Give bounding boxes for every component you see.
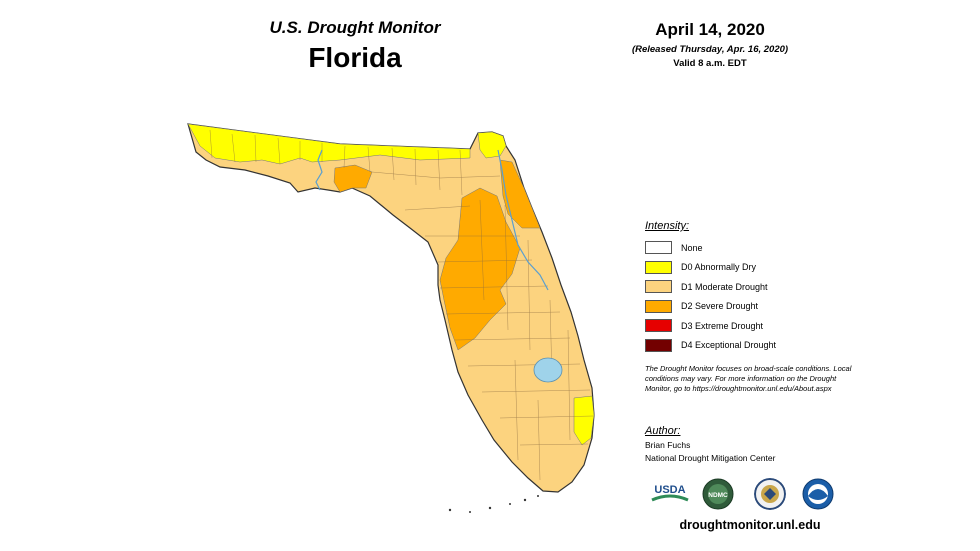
partner-logos: USDA NDMC <box>650 478 840 512</box>
author-block: Author: Brian Fuchs National Drought Mit… <box>645 425 855 463</box>
map-title: Florida <box>308 42 402 73</box>
florida-drought-map <box>187 123 595 513</box>
d0-region-panhandle <box>187 123 471 165</box>
legend-swatch-d1 <box>645 280 672 294</box>
noaa-logo <box>802 478 834 510</box>
legend-swatch-d3 <box>645 319 672 333</box>
usda-logo-text: USDA <box>654 484 685 496</box>
legend-item-d1: D1 Moderate Drought <box>645 277 855 297</box>
doc-seal <box>754 478 786 510</box>
author-header: Author: <box>645 425 681 437</box>
d0-region-southeast <box>573 395 595 446</box>
legend-label: D1 Moderate Drought <box>681 281 768 292</box>
author-name: Brian Fuchs <box>645 440 691 450</box>
disclaimer-note: The Drought Monitor focuses on broad-sca… <box>645 364 852 393</box>
d0-region-northeast <box>477 131 507 159</box>
d2-region-central <box>439 187 521 351</box>
usda-logo: USDA <box>651 484 689 502</box>
map-date: April 14, 2020 <box>655 20 765 39</box>
valid-time: Valid 8 a.m. EDT <box>673 58 747 69</box>
apalachicola-river <box>315 149 323 191</box>
legend-label: D0 Abnormally Dry <box>681 262 757 273</box>
legend-item-d3: D3 Extreme Drought <box>645 316 855 336</box>
website-url[interactable]: droughtmonitor.unl.edu <box>679 518 821 532</box>
release-date: (Released Thursday, Apr. 16, 2020) <box>631 44 789 55</box>
legend-swatch-d0 <box>645 260 672 274</box>
legend-label: D2 Severe Drought <box>681 301 759 312</box>
legend-item-d0: D0 Abnormally Dry <box>645 258 855 278</box>
legend-item-none: None <box>645 238 855 258</box>
title-block: U.S. Drought Monitor Florida <box>230 18 480 74</box>
map-supertitle: U.S. Drought Monitor <box>269 18 441 37</box>
lake-okeechobee <box>533 357 563 383</box>
florida-keys <box>448 495 539 513</box>
date-block: April 14, 2020 (Released Thursday, Apr. … <box>600 20 820 69</box>
author-org: National Drought Mitigation Center <box>645 453 776 463</box>
legend-header: Intensity: <box>645 220 690 232</box>
ndmc-logo: NDMC <box>702 478 734 510</box>
legend-item-d2: D2 Severe Drought <box>645 297 855 317</box>
legend-label: D3 Extreme Drought <box>681 320 764 331</box>
ndmc-logo-text: NDMC <box>708 492 728 499</box>
legend-swatch-d4 <box>645 338 672 352</box>
legend-label: D4 Exceptional Drought <box>681 340 777 351</box>
legend-swatch-none <box>645 241 672 255</box>
d2-region-big-bend <box>333 164 373 193</box>
st-johns-river <box>497 149 549 291</box>
florida-state-outline <box>187 123 595 493</box>
legend-swatch-d2 <box>645 299 672 313</box>
legend-item-d4: D4 Exceptional Drought <box>645 336 855 356</box>
legend: Intensity: None D0 Abnormally Dry D1 Mod… <box>645 220 855 355</box>
legend-label: None <box>681 242 703 253</box>
